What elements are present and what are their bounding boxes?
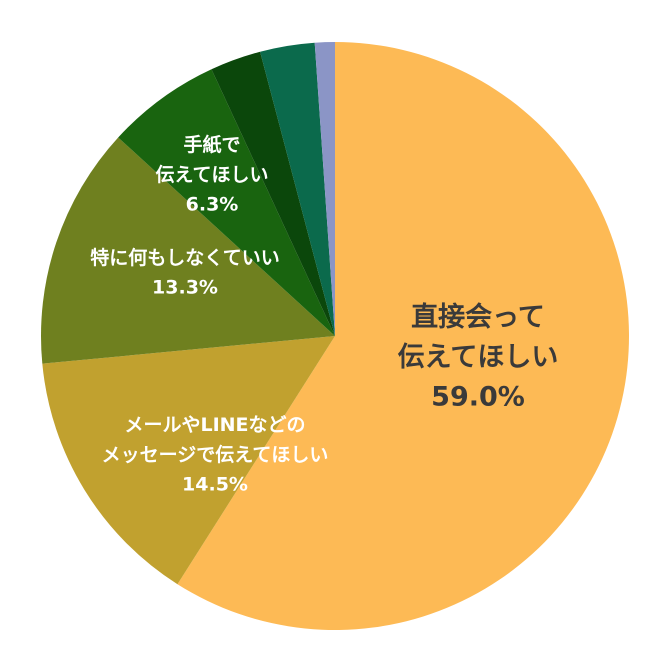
- value-label: 14.5%: [182, 474, 248, 496]
- value-label: 13.3%: [152, 277, 218, 299]
- pie-slice: [260, 42, 335, 336]
- pie-slice: [118, 69, 335, 336]
- slice-label: 特に何もしなくていい: [90, 246, 279, 269]
- slice-label: 手紙で伝えてほしい: [155, 133, 268, 186]
- pie-slice: [42, 336, 336, 585]
- pie-slice: [314, 42, 335, 336]
- slice-label: メールやLINEなどのメッセージで伝えてほしい: [102, 414, 329, 466]
- pie-slice: [211, 51, 335, 336]
- pie-slice: [41, 137, 336, 364]
- pie-slice: [177, 42, 629, 630]
- slice-label: 直接会って伝えてほしい: [398, 302, 559, 373]
- value-label: 59.0%: [431, 382, 525, 413]
- value-label: 6.3%: [186, 194, 239, 216]
